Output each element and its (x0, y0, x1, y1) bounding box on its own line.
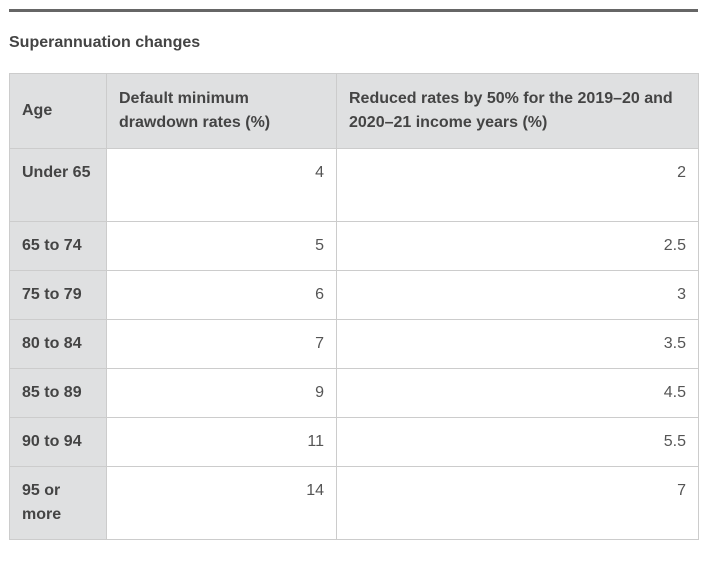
table-row: 75 to 79 6 3 (9, 270, 699, 320)
table-body: Under 65 4 2 65 to 74 5 2.5 75 to 79 6 3… (9, 148, 699, 540)
default-rate-cell: 6 (106, 270, 337, 320)
reduced-rate-cell: 7 (336, 466, 699, 540)
default-rate-cell: 9 (106, 368, 337, 418)
reduced-rate-cell: 3.5 (336, 319, 699, 369)
table-row: Under 65 4 2 (9, 148, 699, 222)
header-row: Age Default minimum drawdown rates (%) R… (9, 73, 699, 149)
header-reduced-rate: Reduced rates by 50% for the 2019–20 and… (336, 73, 699, 149)
age-cell: 65 to 74 (9, 221, 107, 271)
default-rate-cell: 14 (106, 466, 337, 540)
age-cell: 85 to 89 (9, 368, 107, 418)
default-rate-cell: 5 (106, 221, 337, 271)
age-cell: 80 to 84 (9, 319, 107, 369)
age-cell: 75 to 79 (9, 270, 107, 320)
header-age: Age (9, 73, 107, 149)
age-cell: Under 65 (9, 148, 107, 222)
table-title: Superannuation changes (9, 34, 201, 51)
age-cell: 95 or more (9, 466, 107, 540)
table-row: 85 to 89 9 4.5 (9, 368, 699, 418)
table-row: 90 to 94 11 5.5 (9, 417, 699, 467)
reduced-rate-cell: 2 (336, 148, 699, 222)
table-row: 80 to 84 7 3.5 (9, 319, 699, 369)
reduced-rate-cell: 3 (336, 270, 699, 320)
table-header: Age Default minimum drawdown rates (%) R… (9, 73, 699, 149)
default-rate-cell: 4 (106, 148, 337, 222)
reduced-rate-cell: 4.5 (336, 368, 699, 418)
header-default-rate: Default minimum drawdown rates (%) (106, 73, 337, 149)
reduced-rate-cell: 5.5 (336, 417, 699, 467)
drawdown-rates-table: Age Default minimum drawdown rates (%) R… (9, 73, 699, 540)
default-rate-cell: 11 (106, 417, 337, 467)
table-row: 95 or more 14 7 (9, 466, 699, 540)
age-cell: 90 to 94 (9, 417, 107, 467)
table-row: 65 to 74 5 2.5 (9, 221, 699, 271)
reduced-rate-cell: 2.5 (336, 221, 699, 271)
top-divider (9, 9, 698, 12)
default-rate-cell: 7 (106, 319, 337, 369)
